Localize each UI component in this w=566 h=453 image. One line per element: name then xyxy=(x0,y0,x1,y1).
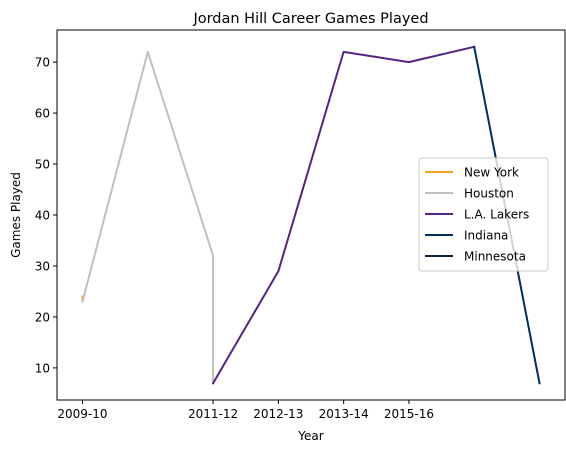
x-axis-label: Year xyxy=(297,429,323,443)
y-tick-label: 10 xyxy=(35,361,50,375)
y-tick-label: 60 xyxy=(35,107,50,121)
x-tick-label: 2015-16 xyxy=(384,407,434,421)
y-axis-label: Games Played xyxy=(9,172,23,258)
series-line-1 xyxy=(81,50,215,385)
y-axis: 10 20 30 40 50 60 70 xyxy=(35,56,57,375)
x-tick-label: 2012-13 xyxy=(253,407,303,421)
x-tick-label: 2011-12 xyxy=(188,407,238,421)
y-tick-label: 40 xyxy=(35,209,50,223)
y-tick-label: 20 xyxy=(35,310,50,324)
x-tick-label: 2009-10 xyxy=(57,407,107,421)
y-tick-label: 70 xyxy=(35,56,50,70)
legend: New York Houston L.A. Lakers Indiana Minneso… xyxy=(418,157,549,272)
x-tick-label: 2013-14 xyxy=(319,407,369,421)
chart-title: Jordan Hill Career Games Played xyxy=(192,11,428,27)
y-tick-label: 50 xyxy=(35,158,50,172)
legend-label: Houston xyxy=(464,187,514,201)
series-line-2 xyxy=(211,45,476,385)
legend-label: L.A. Lakers xyxy=(464,208,529,222)
x-axis: 2009-10 2011-12 2012-13 2013-14 2015-16 xyxy=(57,400,434,421)
legend-label: New York xyxy=(464,166,519,180)
legend-label: Indiana xyxy=(464,229,508,243)
legend-label: Minnesota xyxy=(464,250,526,264)
legend-frame xyxy=(418,157,549,272)
y-tick-label: 30 xyxy=(35,259,50,273)
